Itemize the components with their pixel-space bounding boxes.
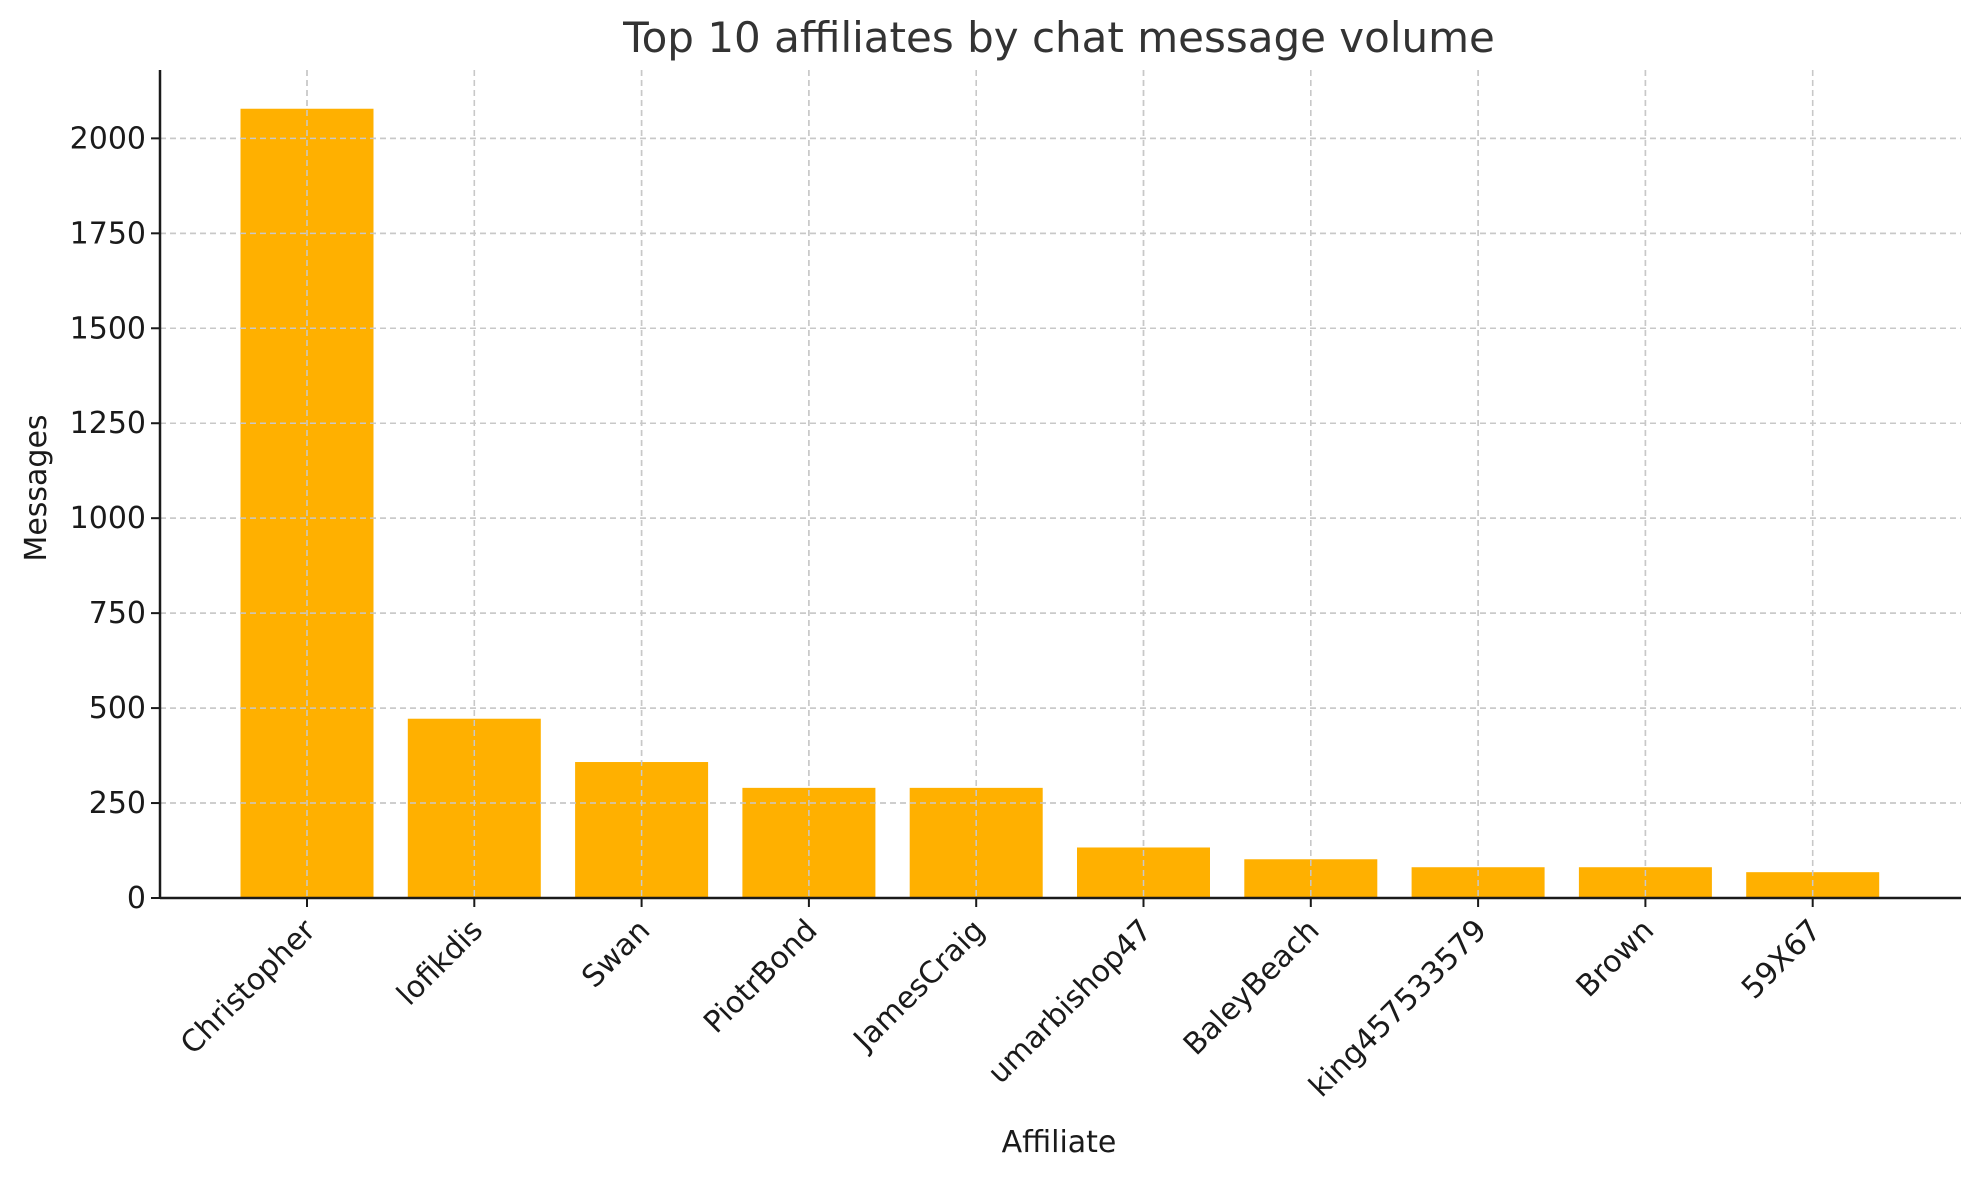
x-tick-label: PiotrBond: [697, 913, 824, 1040]
y-tick-label: 1250: [70, 406, 146, 441]
bar-lofikdis: [407, 718, 541, 898]
y-tick-label: 1000: [70, 501, 146, 536]
y-tick-label: 0: [127, 881, 146, 916]
y-axis-label: Messages: [19, 414, 54, 561]
y-tick-label: 750: [89, 596, 146, 631]
x-tick-label: BaleyBeach: [1177, 913, 1327, 1063]
x-ticks: Christopher lofikdis Swan PiotrBond JamesCra…: [174, 898, 1828, 1104]
axes: [158, 70, 1961, 900]
y-tick-label: 1750: [70, 216, 146, 251]
bars: [160, 70, 1961, 899]
x-tick-label: Brown: [1570, 913, 1661, 1004]
x-tick-label: JamesCraig: [846, 913, 992, 1059]
y-tick-label: 500: [89, 691, 146, 726]
x-tick-label: Swan: [575, 913, 657, 995]
y-tick-label: 2000: [70, 121, 146, 156]
x-tick-label: Christopher: [174, 912, 323, 1061]
x-axis-label: Affiliate: [1002, 1125, 1117, 1160]
x-tick-label: lofikdis: [390, 913, 490, 1013]
y-ticks: 0 250 500 750 1000 1250 1500 1750 2000: [70, 121, 160, 916]
x-tick-label: 59X67: [1735, 913, 1828, 1006]
x-tick-label: umarbishop47: [981, 913, 1159, 1091]
x-tick-label: king457533579: [1302, 913, 1493, 1104]
chart-title: Top 10 affiliates by chat message volume: [622, 13, 1495, 62]
y-tick-label: 250: [89, 786, 146, 821]
y-tick-label: 1500: [70, 311, 146, 346]
